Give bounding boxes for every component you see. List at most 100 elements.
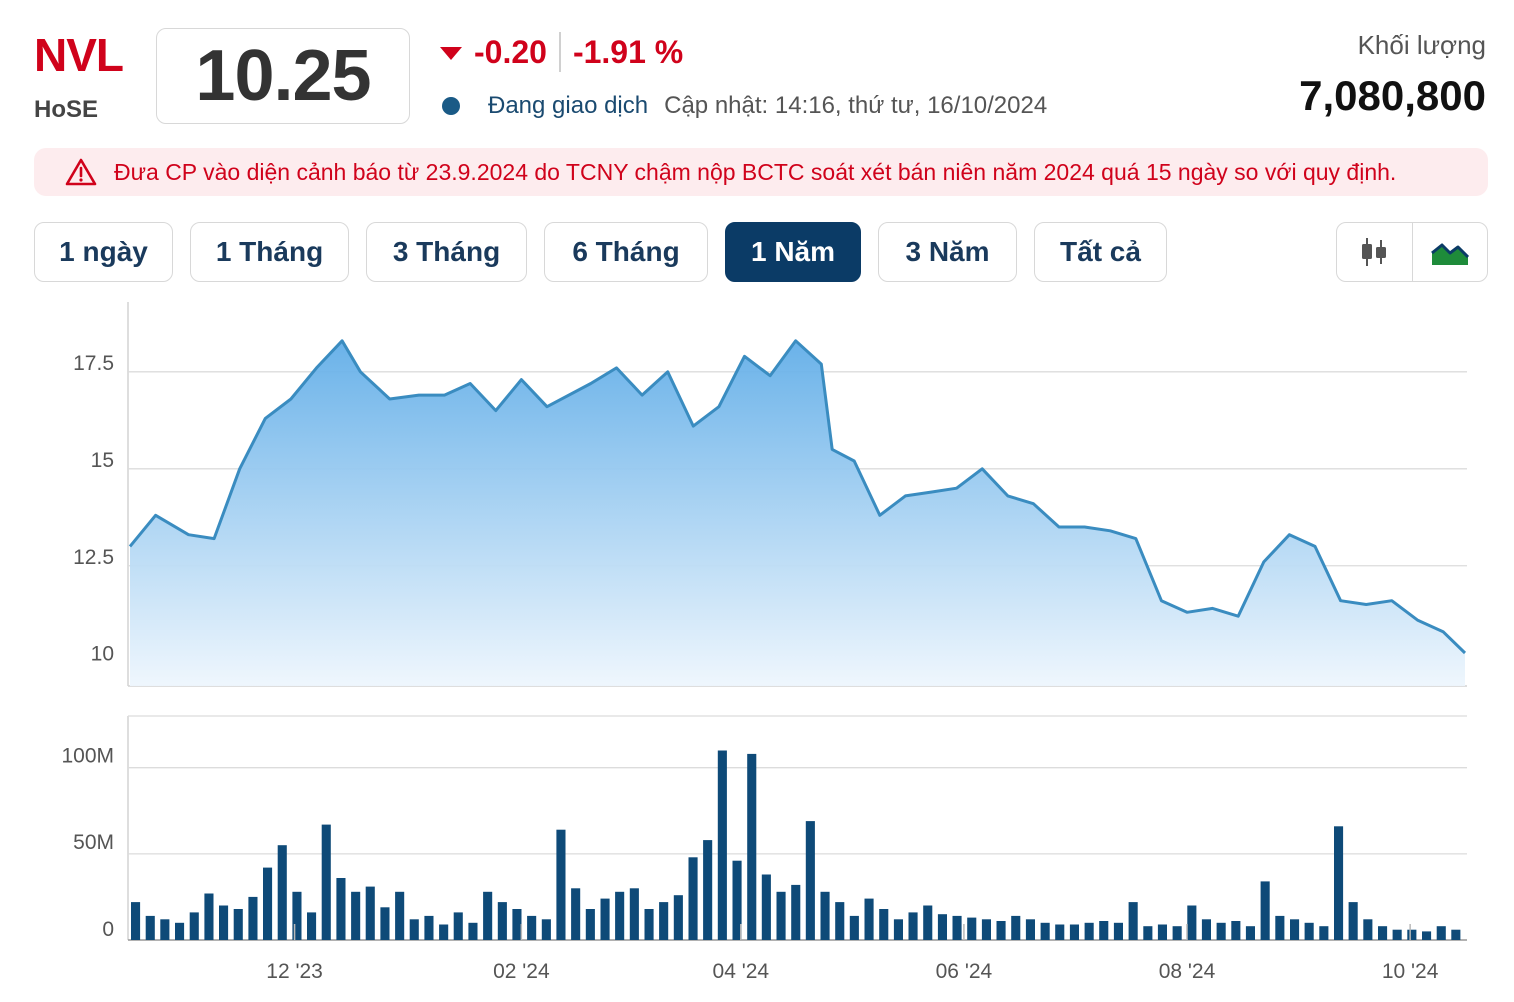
- candlestick-button[interactable]: [1337, 223, 1412, 281]
- volume-bar: [981, 919, 991, 940]
- x-tick-label: 04 '24: [713, 960, 770, 983]
- volume-bar: [644, 909, 654, 940]
- range-3-month-button[interactable]: 3 Tháng: [366, 222, 527, 282]
- volume-bar: [1392, 929, 1402, 940]
- status-text: Đang giao dịch: [488, 92, 649, 119]
- volume-bar: [1231, 921, 1241, 940]
- range-1-day-button[interactable]: 1 ngày: [34, 222, 173, 282]
- volume-bar: [233, 909, 243, 940]
- volume-bar: [1040, 922, 1050, 940]
- x-tick-label: 06 '24: [936, 960, 993, 983]
- range-6-month-button[interactable]: 6 Tháng: [544, 222, 708, 282]
- price-change: -0.20 -1.91 %: [440, 32, 683, 72]
- volume-bar: [1260, 881, 1270, 940]
- volume-bar: [512, 909, 522, 940]
- volume-bar: [131, 902, 141, 940]
- volume-bar: [409, 919, 419, 940]
- volume-bar: [996, 921, 1006, 940]
- area-chart-button[interactable]: [1411, 223, 1488, 281]
- volume-bar: [351, 891, 361, 940]
- price-y-tick-label: 12.5: [73, 546, 114, 569]
- trading-status: Đang giao dịch Cập nhật: 14:16, thứ tư, …: [442, 92, 1047, 120]
- price-area-fill: [130, 340, 1465, 686]
- volume-bar: [1422, 931, 1432, 940]
- change-percent: -1.91 %: [572, 33, 684, 70]
- volume-bar: [1436, 926, 1446, 940]
- volume-bar: [1378, 926, 1388, 940]
- volume-bar: [688, 857, 698, 940]
- volume-bar: [483, 891, 493, 940]
- x-tick-label: 02 '24: [493, 960, 550, 983]
- volume-bar: [541, 919, 551, 940]
- volume-bar: [1334, 826, 1344, 940]
- volume-bar: [585, 909, 595, 940]
- volume-bar: [967, 917, 977, 940]
- volume-bar: [1172, 926, 1182, 940]
- change-value: -0.20: [474, 33, 547, 70]
- volume-bar: [263, 867, 273, 940]
- price-y-tick-label: 10: [91, 643, 114, 666]
- volume-bar: [703, 840, 713, 940]
- volume-y-tick-label: 50M: [73, 831, 114, 854]
- volume-bar: [248, 896, 258, 940]
- volume-bar: [864, 898, 874, 940]
- area-chart-icon: [1430, 243, 1469, 265]
- chart-type-toggle: [1336, 222, 1488, 282]
- volume-bar: [395, 891, 405, 940]
- x-axis: 12 '23 02 '24 04 '24 06 '24 08 '24 10 '24: [266, 924, 1439, 983]
- volume-bar: [952, 915, 962, 940]
- volume-bar: [1157, 924, 1167, 940]
- volume-bar: [923, 905, 933, 940]
- range-3-year-button[interactable]: 3 Năm: [878, 222, 1017, 282]
- volume-bar: [761, 874, 771, 940]
- status-dot-icon: [442, 97, 460, 115]
- volume-value: 7,080,800: [1299, 72, 1486, 119]
- x-tick-label: 08 '24: [1159, 960, 1216, 983]
- volume-bar: [497, 902, 507, 940]
- volume-bar: [747, 753, 757, 940]
- volume-bar: [321, 824, 331, 940]
- warning-text: Đưa CP vào diện cảnh báo từ 23.9.2024 do…: [114, 158, 1397, 185]
- volume-bar: [805, 821, 815, 940]
- volume-y-tick-label: 100M: [61, 745, 114, 768]
- volume-bar: [937, 914, 947, 940]
- price-y-tick-label: 15: [91, 449, 114, 472]
- volume-bar: [439, 924, 449, 940]
- volume-bar: [1304, 922, 1314, 940]
- volume-bar: [615, 891, 625, 940]
- volume-bar: [424, 915, 434, 940]
- volume-bar: [717, 750, 727, 940]
- warning-banner: Đưa CP vào diện cảnh báo từ 23.9.2024 do…: [34, 148, 1488, 196]
- volume-bar: [659, 902, 669, 940]
- volume-bar: [791, 884, 801, 940]
- warning-triangle-icon: [65, 158, 97, 186]
- volume-bar: [468, 922, 478, 940]
- volume-bar: [1201, 919, 1211, 940]
- exchange-name: HoSE: [34, 96, 99, 123]
- range-all-button[interactable]: Tất cả: [1034, 222, 1167, 282]
- volume-bar: [908, 912, 918, 940]
- volume-bar: [1245, 926, 1255, 940]
- volume-bar: [1216, 922, 1226, 940]
- volume-bar: [673, 895, 683, 940]
- volume-bar: [365, 886, 375, 940]
- volume-bar: [820, 891, 830, 940]
- volume-bar: [776, 891, 786, 940]
- price-y-tick-label: 17.5: [73, 352, 114, 375]
- current-price: 10.25: [195, 36, 371, 116]
- volume-bar: [571, 888, 581, 940]
- volume-bar: [1187, 905, 1197, 940]
- range-1-month-button[interactable]: 1 Tháng: [190, 222, 349, 282]
- volume-bar: [893, 919, 903, 940]
- volume-bar: [1451, 929, 1461, 940]
- volume-bar: [1143, 926, 1153, 940]
- volume-bar: [1055, 924, 1065, 940]
- volume-bars: [131, 750, 1461, 940]
- volume-bar: [1275, 915, 1285, 940]
- volume-bar: [1069, 924, 1079, 940]
- update-time: Cập nhật: 14:16, thứ tư, 16/10/2024: [664, 92, 1048, 119]
- volume-bar: [1113, 922, 1123, 940]
- volume-bar: [1084, 922, 1094, 940]
- range-1-year-button[interactable]: 1 Năm: [725, 222, 861, 282]
- ticker-symbol: NVL: [34, 29, 124, 81]
